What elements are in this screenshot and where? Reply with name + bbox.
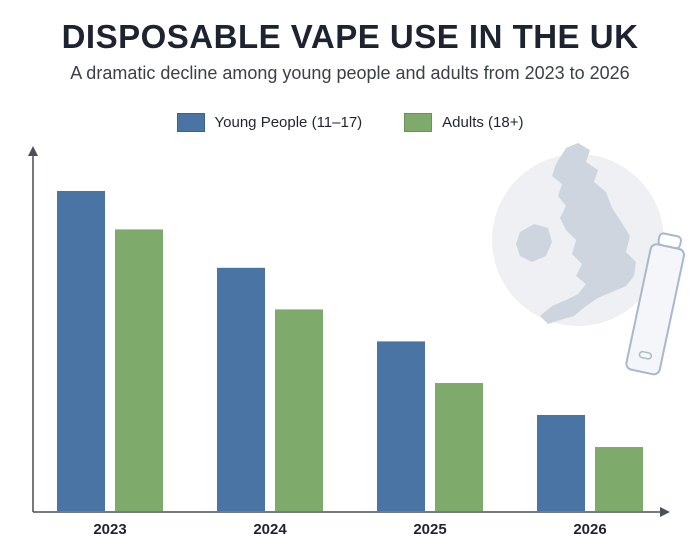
disposable-vape-icon: [625, 232, 686, 376]
legend-label-adults: Adults (18+): [442, 114, 524, 131]
bar-young-people-2024: [217, 267, 265, 511]
x-tick-labels: 2023 2024 2025 2026: [93, 521, 606, 538]
x-tick-label-2025: 2025: [413, 521, 446, 538]
x-tick-label-2024: 2024: [253, 521, 287, 538]
bar-adults-2024: [275, 309, 323, 511]
legend-label-young-people: Young People (11–17): [214, 114, 363, 131]
uk-map-icon: [492, 143, 664, 326]
legend-swatch-adults: [404, 113, 433, 132]
x-tick-label-2026: 2026: [573, 521, 606, 538]
legend-item-young-people: Young People (11–17): [176, 113, 363, 132]
bars: [57, 191, 643, 511]
bar-young-people-2026: [537, 415, 585, 511]
bar-young-people-2023: [57, 191, 105, 511]
bar-adults-2026: [595, 447, 643, 511]
chart-title: DISPOSABLE VAPE USE IN THE UK: [61, 18, 639, 55]
bar-young-people-2025: [377, 341, 425, 511]
x-tick-label-2023: 2023: [93, 521, 126, 538]
y-axis-arrow: [28, 146, 38, 156]
chart-subtitle: A dramatic decline among young people an…: [70, 63, 630, 83]
legend: Young People (11–17) Adults (18+): [0, 113, 700, 132]
bar-adults-2023: [115, 229, 163, 511]
x-axis-arrow: [660, 507, 670, 517]
legend-swatch-young-people: [176, 113, 205, 132]
legend-item-adults: Adults (18+): [404, 113, 523, 132]
bar-adults-2025: [435, 383, 483, 511]
